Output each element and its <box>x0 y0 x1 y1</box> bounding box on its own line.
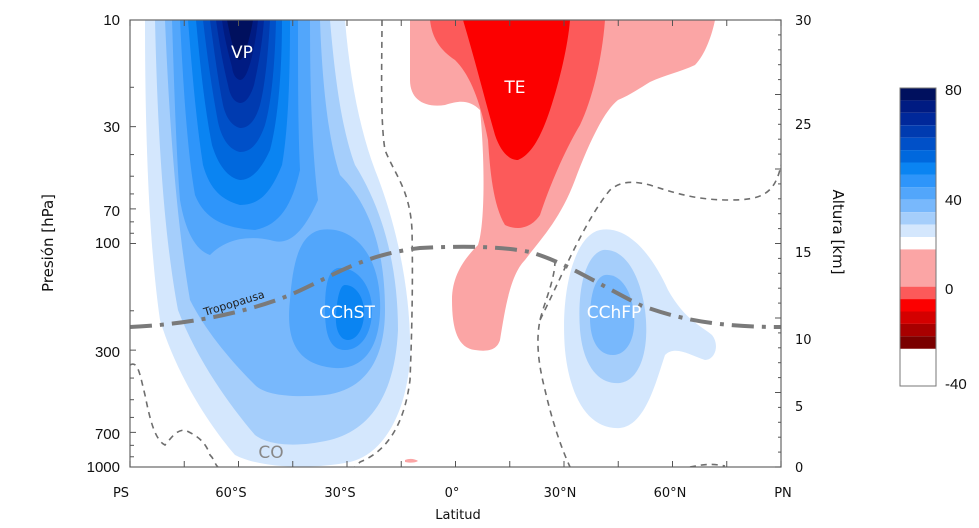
colorbar-swatch <box>900 237 936 250</box>
label-cchst: CChST <box>319 303 375 323</box>
colorbar-tick: -40 <box>945 376 967 393</box>
label-te: TE <box>503 78 525 98</box>
contour-level-75 <box>227 20 253 60</box>
y-right-label: Altura [km] <box>829 190 847 275</box>
y-left-tick-labels: 10 30 70 100 300 700 1000 <box>87 12 120 476</box>
y-right-tick: 30 <box>795 14 812 29</box>
tick-marks <box>129 19 782 468</box>
y-right-tick: 5 <box>795 400 803 415</box>
y-right-tick: 25 <box>795 118 812 133</box>
x-tick: 30°S <box>324 486 355 501</box>
colorbar-tick: 0 <box>945 281 953 298</box>
colorbar-swatch <box>900 323 936 337</box>
x-tick: 0° <box>445 486 460 501</box>
y-right-tick-labels: 30 25 15 10 5 0 <box>795 14 812 476</box>
colorbar-swatch <box>900 336 936 349</box>
zero-contours <box>130 20 781 467</box>
y-right-tick: 10 <box>795 333 812 348</box>
zero-contour-eq <box>537 259 571 467</box>
x-tick: PN <box>774 486 792 501</box>
colorbar-swatch <box>900 199 936 213</box>
contour-fields <box>130 20 781 467</box>
colorbar-swatch <box>900 212 936 225</box>
y-left-tick: 1000 <box>87 459 120 476</box>
red-field <box>405 20 715 463</box>
blue-field-south <box>145 20 411 467</box>
x-tick: PS <box>113 486 129 501</box>
colorbar-swatch <box>900 249 936 287</box>
colorbar-tick: 80 <box>945 82 962 99</box>
y-left-tick: 10 <box>103 12 120 29</box>
colorbar-tick: 40 <box>945 192 962 209</box>
colorbar-swatch <box>900 100 936 113</box>
x-tick-labels: PS 60°S 30°S 0° 30°N 60°N PN <box>113 486 792 501</box>
y-left-tick: 70 <box>103 203 120 220</box>
colorbar-swatch <box>900 224 936 237</box>
colorbar-swatch <box>900 187 936 200</box>
x-tick: 60°N <box>654 486 687 501</box>
label-cchfp: CChFP <box>587 303 642 323</box>
colorbar-swatch <box>900 88 936 101</box>
colorbar-swatch <box>900 174 936 188</box>
x-tick: 60°S <box>215 486 246 501</box>
colorbar <box>900 88 936 349</box>
blue-field-north <box>564 229 716 429</box>
colorbar-swatch <box>900 125 936 138</box>
label-vp: VP <box>231 43 253 63</box>
colorbar-swatch <box>900 150 936 163</box>
zero-contour-sh <box>354 20 414 467</box>
y-left-tick: 300 <box>95 344 120 361</box>
y-left-tick: 100 <box>95 235 120 252</box>
y-right-tick: 0 <box>795 461 803 476</box>
colorbar-swatch <box>900 137 936 151</box>
zero-contour-polar <box>130 363 219 467</box>
y-left-tick: 700 <box>95 426 120 443</box>
contour-level-45-cchst <box>335 285 365 340</box>
contour-level-neg15 <box>463 20 570 160</box>
x-tick: 30°N <box>544 486 577 501</box>
colorbar-swatch <box>900 286 936 300</box>
x-axis-label: Latitud <box>435 508 481 523</box>
colorbar-swatch <box>900 162 936 175</box>
colorbar-swatch <box>900 112 936 126</box>
y-right-tick: 15 <box>795 246 812 261</box>
colorbar-swatch <box>900 311 936 324</box>
tropopause-line <box>130 244 781 329</box>
colorbar-tick-labels: 80 40 0 -40 <box>945 82 967 393</box>
colorbar-swatch <box>900 299 936 312</box>
colorbar-frame <box>899 87 937 387</box>
label-co: CO <box>258 443 283 463</box>
contour-small-red <box>405 458 418 463</box>
y-left-tick: 30 <box>103 119 120 136</box>
y-left-label: Presión [hPa] <box>39 194 57 292</box>
zero-contour-nh <box>539 164 781 321</box>
